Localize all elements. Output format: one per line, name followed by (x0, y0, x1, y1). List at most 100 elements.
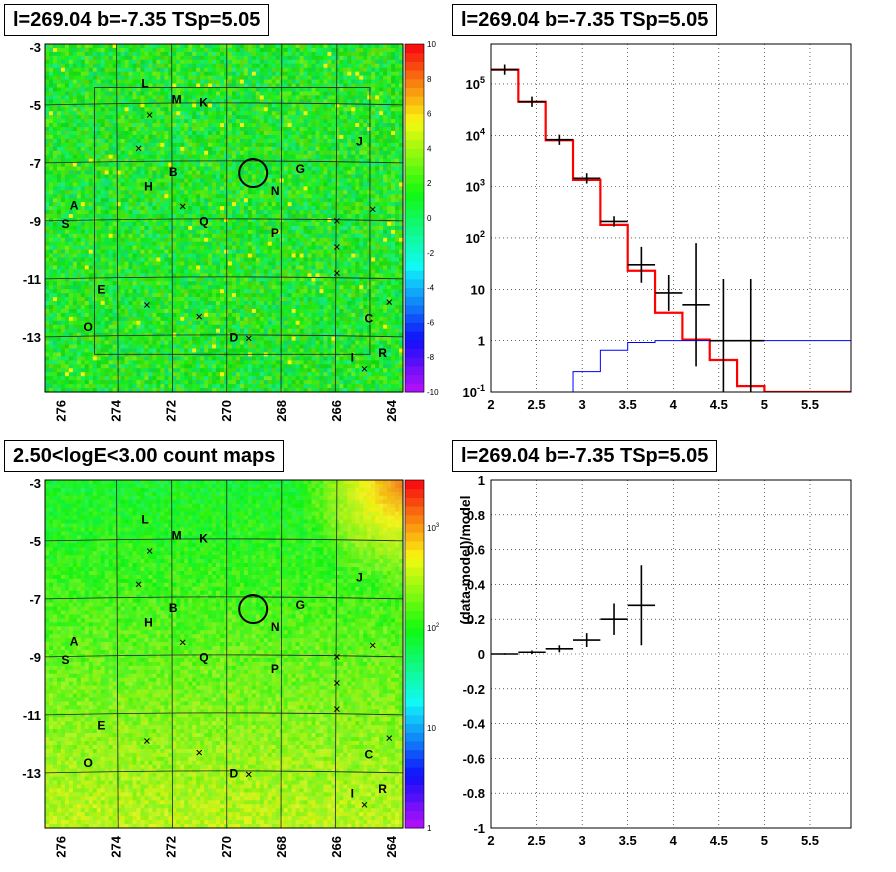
heatmap-cell (323, 166, 329, 172)
heatmap-cell (299, 229, 305, 235)
heatmap-cell (239, 237, 245, 243)
heatmap-cell (152, 83, 157, 89)
heatmap-cell (391, 178, 396, 184)
heatmap-cell (367, 221, 372, 227)
heatmap-cell (355, 221, 360, 227)
heatmap-cell (371, 174, 376, 180)
heatmap-cell (188, 111, 193, 116)
heatmap-cell (112, 194, 118, 199)
heatmap-cell (271, 91, 277, 97)
heatmap-cell (104, 198, 110, 203)
heatmap-cell (275, 166, 281, 172)
heatmap-cell (331, 115, 336, 120)
heatmap-cell (176, 91, 181, 97)
heatmap-cell (180, 87, 185, 93)
heatmap-cell (132, 190, 138, 195)
heatmap-cell (72, 170, 78, 176)
heatmap-cell (247, 182, 253, 187)
heatmap-cell (303, 103, 309, 108)
heatmap-cell (200, 134, 205, 140)
heatmap-cell (243, 249, 249, 255)
heatmap-cell (220, 253, 225, 259)
heatmap-cell (96, 221, 102, 227)
heatmap-cell (192, 51, 197, 57)
heatmap-cell (387, 134, 392, 140)
heatmap-cell (355, 83, 360, 89)
heatmap-cell (291, 202, 297, 207)
heatmap-cell (224, 71, 229, 77)
heatmap-cell (68, 91, 74, 97)
heatmap-cell (327, 202, 332, 207)
heatmap-cell (283, 115, 289, 120)
heatmap-cell (327, 87, 332, 93)
heatmap-cell (287, 182, 293, 187)
heatmap-cell (259, 79, 265, 85)
heatmap-cell (68, 59, 74, 65)
heatmap-cell (371, 237, 376, 243)
heatmap-cell (164, 123, 169, 128)
heatmap-cell (383, 198, 388, 203)
heatmap-cell (235, 44, 241, 49)
heatmap-cell (231, 115, 237, 120)
heatmap-cell (144, 170, 150, 176)
heatmap-cell (383, 55, 388, 61)
heatmap-cell (224, 55, 229, 61)
heatmap-cell (60, 59, 66, 65)
heatmap-cell (239, 245, 245, 251)
heatmap-cell (251, 142, 257, 148)
heatmap-cell (68, 186, 74, 191)
heatmap-cell (271, 162, 277, 168)
heatmap-cell (283, 150, 289, 156)
heatmap-cell (200, 237, 205, 243)
heatmap-cell (168, 119, 173, 124)
heatmap-cell (168, 237, 173, 243)
heatmap-cell (399, 241, 404, 247)
heatmap-cell (303, 138, 309, 144)
heatmap-cell (331, 257, 336, 263)
heatmap-cell (279, 190, 285, 195)
heatmap-cell (231, 67, 237, 73)
heatmap-cell (311, 150, 317, 156)
heatmap-cell (160, 95, 165, 100)
heatmap-cell (156, 87, 161, 93)
heatmap-cell (136, 134, 142, 140)
heatmap-cell (295, 162, 301, 168)
heatmap-cell (148, 134, 153, 140)
heatmap-cell (327, 162, 332, 168)
heatmap-cell (112, 206, 118, 211)
heatmap-cell (184, 111, 189, 116)
heatmap-cell (255, 67, 261, 73)
heatmap-cell (104, 154, 110, 160)
heatmap-cell (176, 166, 181, 172)
heatmap-cell (379, 158, 384, 164)
heatmap-cell (64, 87, 70, 93)
heatmap-cell (144, 178, 150, 184)
heatmap-cell (295, 182, 301, 187)
heatmap-cell (311, 218, 317, 223)
heatmap-cell (124, 202, 130, 207)
heatmap-cell (92, 225, 98, 231)
heatmap-cell (387, 170, 392, 176)
heatmap-cell (180, 115, 185, 120)
heatmap-cell (275, 75, 281, 81)
heatmap-cell (267, 63, 273, 69)
heatmap-cell (64, 249, 70, 255)
heatmap-cell (100, 99, 106, 104)
heatmap-cell (216, 67, 221, 73)
heatmap-cell (100, 44, 106, 49)
heatmap-cell (48, 87, 54, 93)
heatmap-cell (291, 225, 297, 231)
heatmap-cell (120, 198, 126, 203)
heatmap-cell (92, 107, 98, 112)
heatmap-cell (148, 182, 153, 187)
heatmap-cell (239, 257, 245, 263)
heatmap-cell (379, 154, 384, 160)
heatmap-cell (52, 214, 58, 219)
heatmap-cell (363, 154, 368, 160)
heatmap-cell (176, 146, 181, 152)
heatmap-cell (156, 198, 161, 203)
heatmap-cell (379, 123, 384, 128)
heatmap-cell (379, 63, 384, 69)
heatmap-cell (311, 190, 317, 195)
heatmap-cell (220, 51, 225, 57)
